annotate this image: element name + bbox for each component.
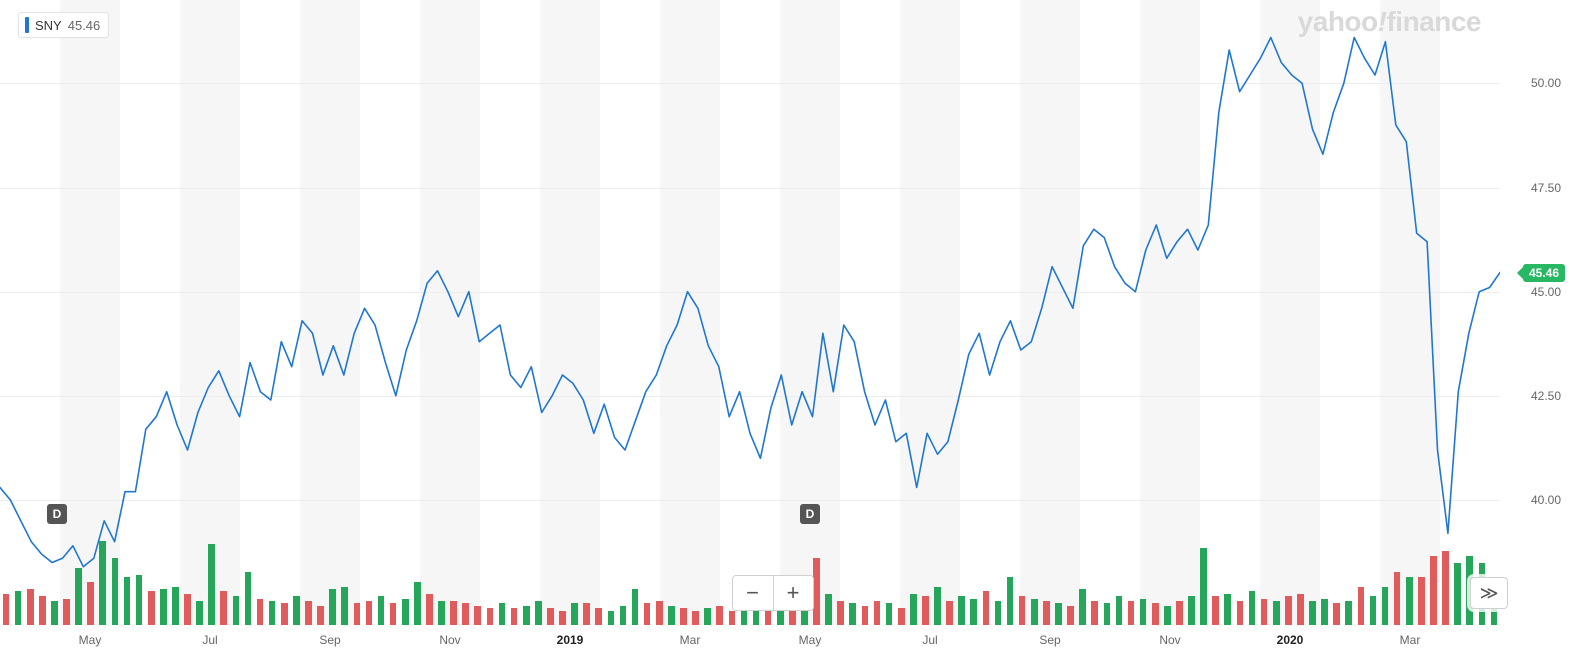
watermark: yahoo!finance [1298, 6, 1481, 38]
y-tick-label: 45.00 [1531, 285, 1561, 299]
x-tick-label: Sep [319, 633, 340, 647]
plot-area[interactable]: DD [0, 0, 1500, 625]
x-tick-label: Jul [202, 633, 217, 647]
x-tick-label: Mar [680, 633, 701, 647]
ticker-symbol: SNY [35, 18, 62, 33]
y-tick-label: 50.00 [1531, 76, 1561, 90]
x-tick-label: Mar [1400, 633, 1421, 647]
ticker-last-price: 45.46 [68, 18, 101, 33]
x-tick-label: 2019 [557, 633, 584, 647]
zoom-in-button[interactable]: + [773, 576, 813, 610]
x-tick-label: Jul [922, 633, 937, 647]
y-tick-label: 40.00 [1531, 493, 1561, 507]
x-tick-label: 2020 [1277, 633, 1304, 647]
x-tick-label: May [79, 633, 102, 647]
x-tick-label: May [799, 633, 822, 647]
y-tick-label: 42.50 [1531, 389, 1561, 403]
ticker-color-swatch [25, 17, 29, 33]
dividend-marker[interactable]: D [47, 504, 67, 524]
zoom-controls: − + [732, 575, 814, 611]
ticker-badge[interactable]: SNY 45.46 [18, 12, 109, 38]
chevron-double-right-icon: ≫ [1480, 583, 1499, 604]
x-tick-label: Nov [439, 633, 460, 647]
x-tick-label: Nov [1159, 633, 1180, 647]
x-tick-label: Sep [1039, 633, 1060, 647]
dividend-marker[interactable]: D [800, 504, 820, 524]
y-axis: 40.00 42.50 45.00 47.50 50.00 45.46 [1500, 0, 1571, 625]
stock-chart: DD 40.0042.5045.0047.5050.0045.46 MayJul… [0, 0, 1571, 659]
scroll-right-button[interactable]: ≫ [1470, 577, 1508, 609]
price-line [0, 0, 1500, 625]
zoom-out-button[interactable]: − [733, 576, 773, 610]
last-price-tag: 45.46 [1523, 264, 1565, 282]
y-tick-label: 47.50 [1531, 181, 1561, 195]
x-axis: May Jul Sep Nov 2019 Mar May Jul Sep Nov 2020 Mar [0, 625, 1500, 659]
